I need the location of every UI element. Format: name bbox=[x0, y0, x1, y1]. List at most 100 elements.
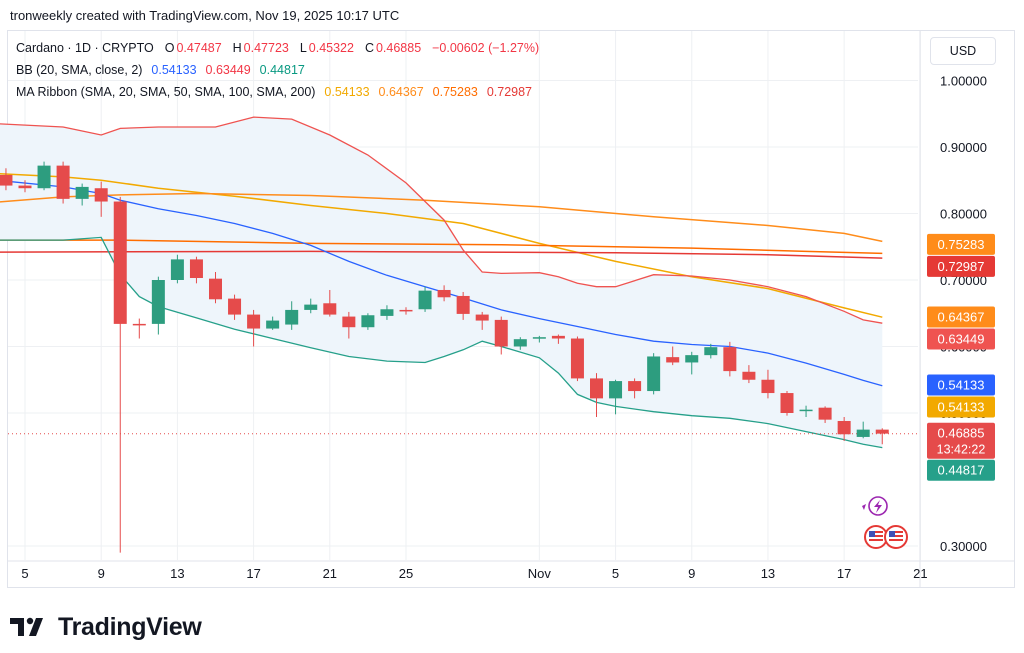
us-flag-stripe bbox=[889, 531, 903, 533]
candle bbox=[551, 334, 565, 344]
candle-body bbox=[94, 188, 108, 202]
y-tick-label: 1.00000 bbox=[940, 74, 987, 89]
candle bbox=[609, 379, 623, 415]
bb-label: BB (20, SMA, close, 2) bbox=[16, 63, 143, 77]
tradingview-logo-icon bbox=[10, 617, 43, 636]
candle bbox=[456, 291, 470, 320]
ma-ribbon-legend[interactable]: MA Ribbon (SMA, 20, SMA, 50, SMA, 100, S… bbox=[16, 85, 534, 99]
candle bbox=[37, 161, 51, 191]
candle bbox=[247, 309, 261, 347]
lightning-icon bbox=[862, 496, 888, 516]
candle bbox=[780, 391, 794, 416]
price-label-bg bbox=[927, 374, 995, 396]
candle bbox=[742, 365, 756, 384]
price-chart[interactable]: 1.000000.900000.800000.700000.600000.500… bbox=[0, 0, 1024, 600]
candle bbox=[342, 311, 356, 339]
candle-body bbox=[609, 381, 623, 399]
us-flag-canton bbox=[889, 531, 895, 537]
candle-body bbox=[170, 259, 184, 280]
low-label: L bbox=[299, 41, 307, 55]
candle bbox=[418, 286, 432, 312]
tradingview-logo[interactable]: TradingView bbox=[10, 612, 202, 642]
candle-body bbox=[75, 186, 89, 199]
candle bbox=[18, 180, 32, 193]
candle-body bbox=[285, 309, 299, 325]
candle-body bbox=[151, 280, 165, 324]
us-flag-canton bbox=[869, 531, 875, 537]
candle-body bbox=[590, 378, 603, 399]
candle bbox=[647, 353, 661, 395]
symbol-legend: Cardano · 1D · CRYPTO O 0.47487 H 0.47723 … bbox=[16, 41, 541, 55]
candle-body bbox=[342, 316, 356, 328]
price-label-bg bbox=[927, 255, 995, 277]
ma50-value: 0.64367 bbox=[378, 85, 424, 99]
candle bbox=[266, 316, 280, 330]
candle-body bbox=[437, 289, 451, 298]
candle-body bbox=[399, 309, 413, 312]
currency-button[interactable]: USD bbox=[930, 37, 996, 65]
price-label-bg bbox=[927, 396, 995, 418]
chart-frame bbox=[7, 30, 1015, 588]
price-label: 0.54133 bbox=[938, 400, 985, 415]
candles-layer bbox=[0, 161, 889, 553]
candle bbox=[170, 254, 184, 284]
lightning-spark bbox=[862, 504, 866, 510]
x-tick-label: 9 bbox=[688, 566, 695, 581]
high-value: 0.47723 bbox=[243, 41, 289, 55]
candle bbox=[685, 351, 699, 375]
symbol-title[interactable]: Cardano · 1D · CRYPTO bbox=[16, 41, 154, 55]
candle bbox=[75, 183, 89, 206]
candle-body bbox=[0, 174, 13, 186]
candle bbox=[590, 373, 603, 417]
candle-body bbox=[228, 298, 242, 315]
us-flag-icon bbox=[884, 525, 908, 549]
chart-attribution: tronweekly created with TradingView.com,… bbox=[10, 8, 400, 23]
candle-body bbox=[761, 379, 775, 394]
candle bbox=[799, 405, 813, 417]
candle-body bbox=[856, 429, 870, 437]
candle bbox=[856, 421, 870, 439]
candle bbox=[723, 341, 737, 377]
candle bbox=[437, 285, 451, 302]
candle-body bbox=[837, 420, 851, 435]
price-label: 0.46885 bbox=[938, 426, 985, 441]
candle bbox=[532, 335, 546, 343]
x-tick-label: 13 bbox=[761, 566, 775, 581]
bb-upper-value: 0.63449 bbox=[205, 63, 251, 77]
candle bbox=[189, 256, 203, 284]
price-label: 0.44817 bbox=[938, 463, 985, 478]
bb-legend[interactable]: BB (20, SMA, close, 2) 0.54133 0.63449 0… bbox=[16, 63, 307, 77]
bb-basis-value: 0.54133 bbox=[151, 63, 197, 77]
candle-body bbox=[475, 314, 489, 321]
candle-body bbox=[132, 323, 146, 326]
us-flag-stripe bbox=[869, 531, 883, 533]
y-tick-label: 0.30000 bbox=[940, 539, 987, 554]
ma20-value: 0.54133 bbox=[324, 85, 370, 99]
candle-body bbox=[189, 259, 203, 279]
candle-body bbox=[513, 339, 527, 347]
price-label: 0.75283 bbox=[938, 237, 985, 252]
us-flag-stripe bbox=[869, 539, 883, 541]
change-value: −0.00602 (−1.27%) bbox=[432, 41, 540, 55]
us-flag-stripe bbox=[889, 535, 903, 537]
ma200-value: 0.72987 bbox=[486, 85, 532, 99]
candle bbox=[380, 305, 394, 320]
candle bbox=[875, 428, 889, 445]
ma-line-ma200 bbox=[0, 250, 883, 259]
candle-body bbox=[37, 165, 51, 189]
close-value: 0.46885 bbox=[375, 41, 422, 55]
icon-layer bbox=[862, 496, 908, 549]
candle bbox=[56, 161, 70, 204]
y-tick-label: 0.80000 bbox=[940, 207, 987, 222]
candle bbox=[94, 181, 108, 217]
price-label-bg bbox=[927, 233, 995, 255]
candle bbox=[399, 307, 413, 315]
ma-label: MA Ribbon (SMA, 20, SMA, 50, SMA, 100, S… bbox=[16, 85, 316, 99]
us-flag-icon bbox=[864, 525, 888, 549]
candle bbox=[837, 416, 851, 441]
candle-body bbox=[780, 393, 794, 413]
bar-countdown: 13:42:22 bbox=[937, 443, 986, 457]
candle-body bbox=[456, 295, 470, 314]
price-label-bg bbox=[927, 328, 995, 350]
x-tick-label: 9 bbox=[98, 566, 105, 581]
